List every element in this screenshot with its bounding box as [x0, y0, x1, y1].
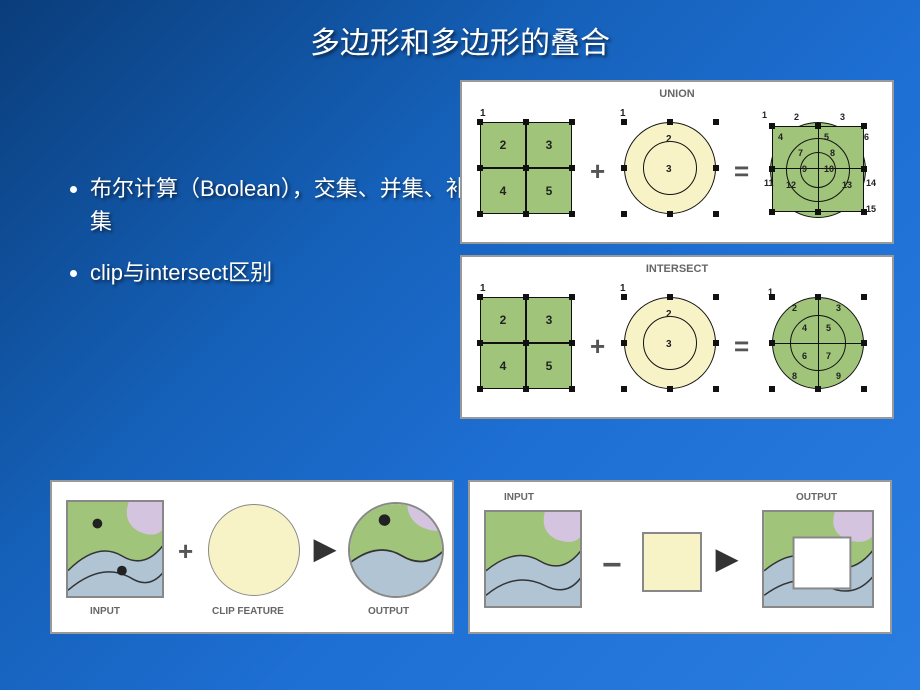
clip-input-label: INPUT — [90, 606, 120, 617]
erase-input-label: INPUT — [504, 492, 534, 503]
clip-feature-label: CLIP FEATURE — [212, 606, 284, 617]
grid-cell: 5 — [526, 168, 572, 214]
intersect-grid: 2 3 4 5 — [480, 297, 572, 389]
equals-icon: = — [734, 156, 749, 187]
erase-output-label: OUTPUT — [796, 492, 837, 503]
grid-corner: 1 — [480, 108, 486, 119]
plus-icon: + — [178, 536, 193, 567]
union-grid: 2 3 4 5 — [480, 122, 572, 214]
equals-icon: = — [734, 331, 749, 362]
minus-icon: − — [602, 546, 622, 585]
clip-feature — [208, 504, 300, 596]
circle-label: 3 — [666, 164, 672, 175]
erase-feature — [642, 532, 702, 592]
intersect-panel: INTERSECT 2 3 4 5 1 + 2 3 1 = 1 2 3 4 5 … — [460, 255, 894, 419]
union-circles: 2 3 — [620, 122, 720, 218]
union-result: 1 2 3 4 5 6 7 8 9 10 11 12 13 14 15 — [762, 118, 880, 218]
plus-icon: + — [590, 331, 605, 362]
clip-panel: INPUT + CLIP FEATURE ▶ OUTPUT — [50, 480, 454, 634]
intersect-result: 1 2 3 4 5 6 7 8 9 — [768, 295, 868, 395]
union-label: UNION — [462, 88, 892, 100]
erase-output — [762, 510, 874, 608]
bullet-item: clip与intersect区别 — [90, 256, 470, 289]
grid-cell: 2 — [480, 122, 526, 168]
slide-title: 多边形和多边形的叠合 — [0, 18, 920, 62]
circle-label: 2 — [666, 134, 672, 145]
intersect-circles: 2 3 — [620, 297, 720, 393]
erase-panel: INPUT − ▶ OUTPUT — [468, 480, 892, 634]
plus-icon: + — [590, 156, 605, 187]
bullet-list: 布尔计算（Boolean），交集、并集、补集 clip与intersect区别 — [50, 172, 470, 307]
erase-input — [484, 510, 582, 608]
circle-corner: 1 — [620, 108, 626, 119]
clip-output-label: OUTPUT — [368, 606, 409, 617]
arrow-icon: ▶ — [716, 542, 738, 575]
bullet-item: 布尔计算（Boolean），交集、并集、补集 — [90, 172, 470, 238]
intersect-label: INTERSECT — [462, 263, 892, 275]
arrow-icon: ▶ — [314, 532, 336, 565]
grid-cell: 4 — [480, 168, 526, 214]
grid-cell: 3 — [526, 122, 572, 168]
clip-output — [348, 502, 444, 598]
clip-input — [66, 500, 164, 598]
union-panel: UNION 2 3 4 5 1 + 2 3 1 = 1 2 3 4 5 — [460, 80, 894, 244]
